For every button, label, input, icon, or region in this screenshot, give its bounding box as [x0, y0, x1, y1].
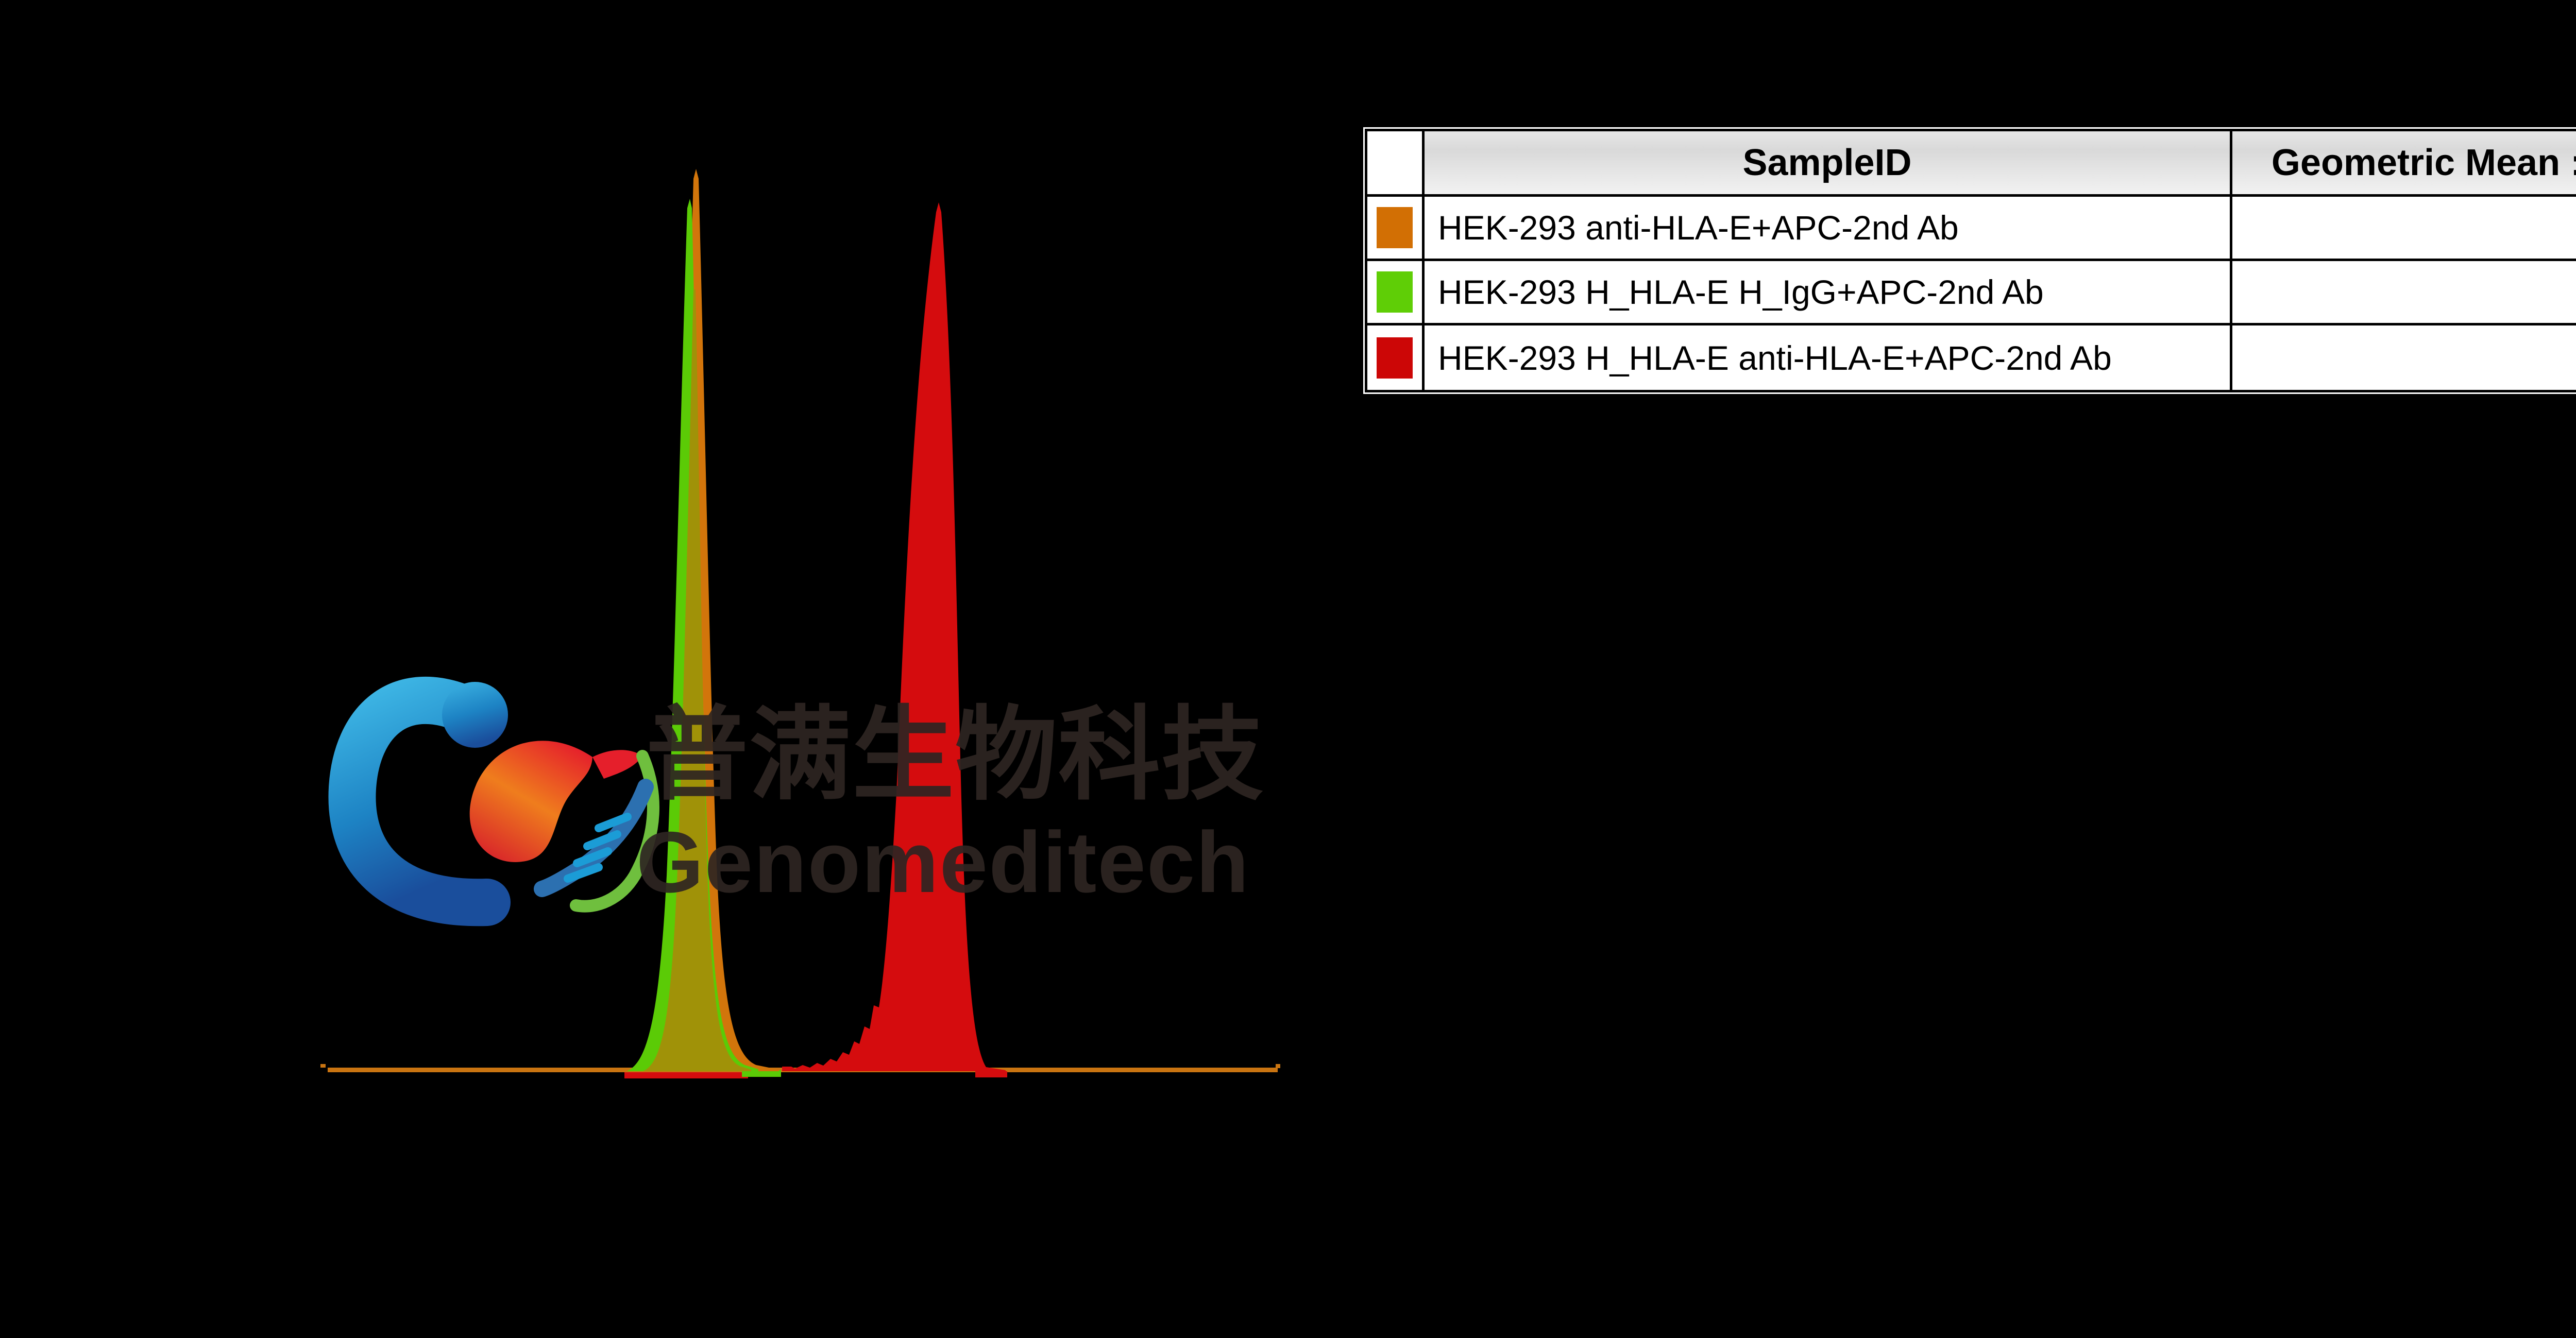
- logo-blue-swirl: [328, 677, 511, 927]
- baseline-right-tick: [1276, 1064, 1280, 1068]
- logo-blue-drop: [442, 682, 508, 748]
- header-sample-id: SampleID: [1425, 131, 2232, 197]
- table-row-1-sample: HEK-293 anti-HLA-E+APC-2nd Ab: [1425, 197, 2232, 261]
- table-row-1-swatch-cell: [1367, 197, 1425, 261]
- green-baseline-strip: [742, 1070, 781, 1077]
- red-series-swatch: [1377, 337, 1413, 379]
- table-row-3-value: 32954: [2232, 325, 2576, 390]
- green-series-swatch: [1377, 271, 1413, 313]
- red-baseline-strip-right: [975, 1071, 1007, 1077]
- histogram-peak-red: [782, 202, 1006, 1071]
- header-geometric-mean: Geometric Mean : FL11-H: [2232, 131, 2576, 197]
- table-row-3-swatch-cell: [1367, 325, 1425, 390]
- genomeditech-logo: [328, 677, 659, 927]
- header-swatch-column: [1367, 131, 1425, 197]
- table-row-2-sample: HEK-293 H_HLA-E H_IgG+APC-2nd Ab: [1425, 261, 2232, 325]
- watermark-company-name-cn: 普满生物科技: [646, 698, 1264, 812]
- table-row-1-value: 612: [2232, 197, 2576, 261]
- table-row-2-value: 502: [2232, 261, 2576, 325]
- table-row-3-sample: HEK-293 H_HLA-E anti-HLA-E+APC-2nd Ab: [1425, 325, 2232, 390]
- orange-series-swatch: [1377, 207, 1413, 248]
- histogram-overlap-olive: [643, 289, 751, 1071]
- table-row-2-swatch-cell: [1367, 261, 1425, 325]
- logo-flame-tip: [592, 750, 642, 779]
- logo-flame: [469, 741, 592, 863]
- logo-dna-rungs: [564, 813, 632, 883]
- results-table: SampleID Geometric Mean : FL11-H HEK-293…: [1363, 127, 2576, 394]
- red-baseline-understrip: [624, 1072, 748, 1078]
- watermark-company-name-en: Genomeditech: [636, 814, 1250, 911]
- histogram-peak-orange: [633, 169, 779, 1071]
- baseline-left-tick: [320, 1064, 326, 1068]
